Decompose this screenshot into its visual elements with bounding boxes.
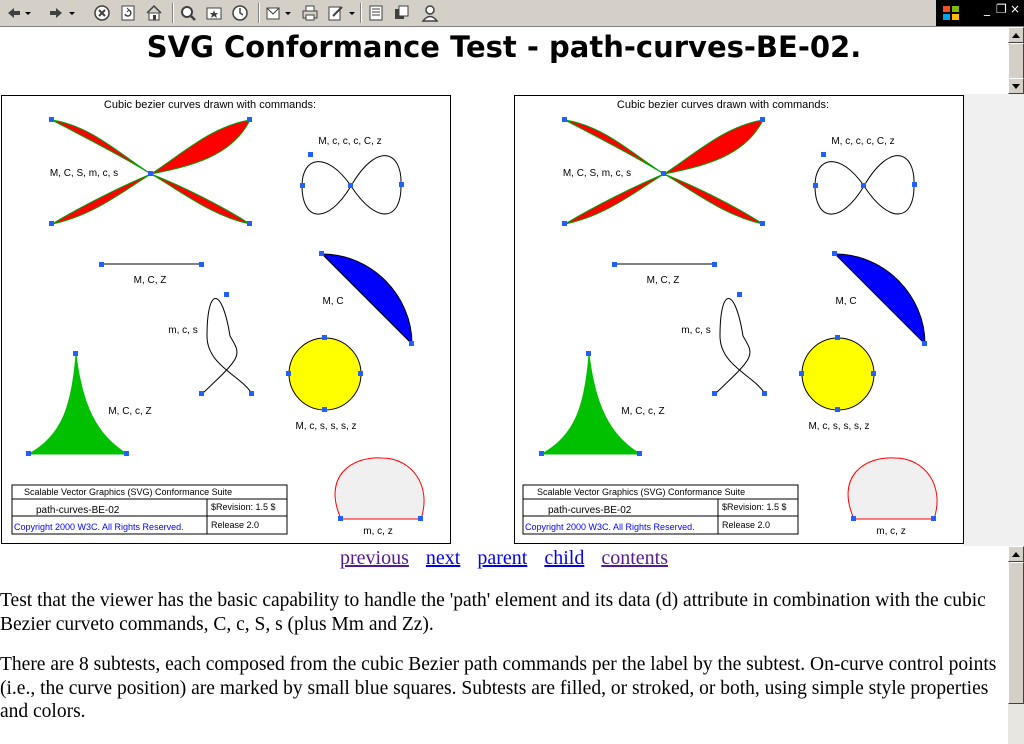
edit-dropdown-icon[interactable] xyxy=(346,3,358,23)
legend-revision: $Revision: 1.5 $ xyxy=(211,502,276,512)
label-infinity: M, c, c, c, C, z xyxy=(318,136,381,147)
scrollbar-thumb[interactable] xyxy=(1008,562,1024,704)
label-quarter: M, C xyxy=(322,296,343,307)
print-icon[interactable] xyxy=(300,3,320,23)
legend-release: Release 2.0 xyxy=(211,520,259,530)
legend-suite: Scalable Vector Graphics (SVG) Conforman… xyxy=(24,487,232,497)
forward-dropdown-icon[interactable] xyxy=(66,3,78,23)
label-infinity: M, c, c, c, C, z xyxy=(831,136,894,147)
windows-logo-icon xyxy=(942,4,960,22)
stop-icon[interactable] xyxy=(92,3,112,23)
toolbar-separator xyxy=(360,3,362,23)
label-circle: M, c, s, s, s, z xyxy=(808,421,869,432)
discuss-icon[interactable] xyxy=(366,3,386,23)
label-loop: m, c, s xyxy=(681,325,710,336)
previous-link[interactable]: previous xyxy=(340,547,409,569)
back-icon[interactable] xyxy=(4,3,24,23)
scroll-up-button[interactable] xyxy=(1008,546,1024,562)
home-icon[interactable] xyxy=(144,3,164,23)
label-arch: m, c, z xyxy=(876,526,905,537)
frame-gutter xyxy=(963,94,1024,546)
svg-heading: Cubic bezier curves drawn with commands: xyxy=(617,99,829,111)
description-paragraph-1: Test that the viewer has the basic capab… xyxy=(0,590,986,635)
label-loop: m, c, s xyxy=(168,325,197,336)
legend-revision: $Revision: 1.5 $ xyxy=(722,502,787,512)
favorites-icon[interactable] xyxy=(204,3,224,23)
toolbar-separator xyxy=(258,3,260,23)
navigation-links: previous next parent child contents xyxy=(0,547,1008,570)
legend-copyright: Copyright 2000 W3C. All Rights Reserved. xyxy=(14,522,184,532)
label-circle: M, c, s, s, s, z xyxy=(295,421,356,432)
legend-release: Release 2.0 xyxy=(722,520,770,530)
edit-icon[interactable] xyxy=(326,3,346,23)
label-hourglass: M, C, S, m, c, s xyxy=(50,168,118,179)
svg-rendering-left: Cubic bezier curves drawn with commands:… xyxy=(1,95,451,544)
label-spike: M, C, c, Z xyxy=(108,406,151,417)
label-quarter: M, C xyxy=(835,296,856,307)
svg-rendering-right: Cubic bezier curves drawn with commands:… xyxy=(514,95,964,544)
user-icon[interactable] xyxy=(420,3,440,23)
child-link[interactable]: child xyxy=(544,547,585,569)
search-icon[interactable] xyxy=(178,3,198,23)
svg-heading: Cubic bezier curves drawn with commands: xyxy=(104,99,316,111)
description-paragraph-2: There are 8 subtests, each composed from… xyxy=(0,654,997,722)
restore-button[interactable]: ❐ xyxy=(996,2,1007,16)
history-icon[interactable] xyxy=(230,3,250,23)
minimize-button[interactable]: _ xyxy=(984,2,990,16)
mail-icon[interactable] xyxy=(264,3,284,23)
contents-link[interactable]: contents xyxy=(601,547,668,569)
legend-suite: Scalable Vector Graphics (SVG) Conforman… xyxy=(537,487,745,497)
messenger-icon[interactable] xyxy=(392,3,412,23)
toolbar-separator xyxy=(172,3,174,23)
mail-dropdown-icon[interactable] xyxy=(282,3,294,23)
label-arch: m, c, z xyxy=(363,526,392,537)
next-link[interactable]: next xyxy=(425,547,461,569)
scroll-up-button[interactable] xyxy=(1008,27,1024,43)
forward-icon[interactable] xyxy=(46,3,66,23)
legend-test-name: path-curves-BE-02 xyxy=(36,505,120,516)
scroll-down-button[interactable] xyxy=(1008,78,1024,94)
parent-link[interactable]: parent xyxy=(477,547,528,569)
legend-copyright: Copyright 2000 W3C. All Rights Reserved. xyxy=(525,522,695,532)
label-line: M, C, Z xyxy=(647,275,680,286)
browser-toolbar: _ ❐ × xyxy=(0,0,1024,27)
close-button[interactable]: × xyxy=(1010,2,1021,16)
back-dropdown-icon[interactable] xyxy=(22,3,34,23)
bottom-frame-scrollbar[interactable] xyxy=(1008,546,1024,744)
refresh-icon[interactable] xyxy=(118,3,138,23)
label-spike: M, C, c, Z xyxy=(621,406,664,417)
label-line: M, C, Z xyxy=(134,275,167,286)
top-frame-scrollbar[interactable] xyxy=(1008,27,1024,94)
legend-test-name: path-curves-BE-02 xyxy=(548,505,632,516)
label-hourglass: M, C, S, m, c, s xyxy=(563,168,631,179)
page-title: SVG Conformance Test - path-curves-BE-02… xyxy=(146,30,862,64)
scrollbar-thumb[interactable] xyxy=(1008,43,1024,79)
window-controls: _ ❐ × xyxy=(936,0,1024,26)
